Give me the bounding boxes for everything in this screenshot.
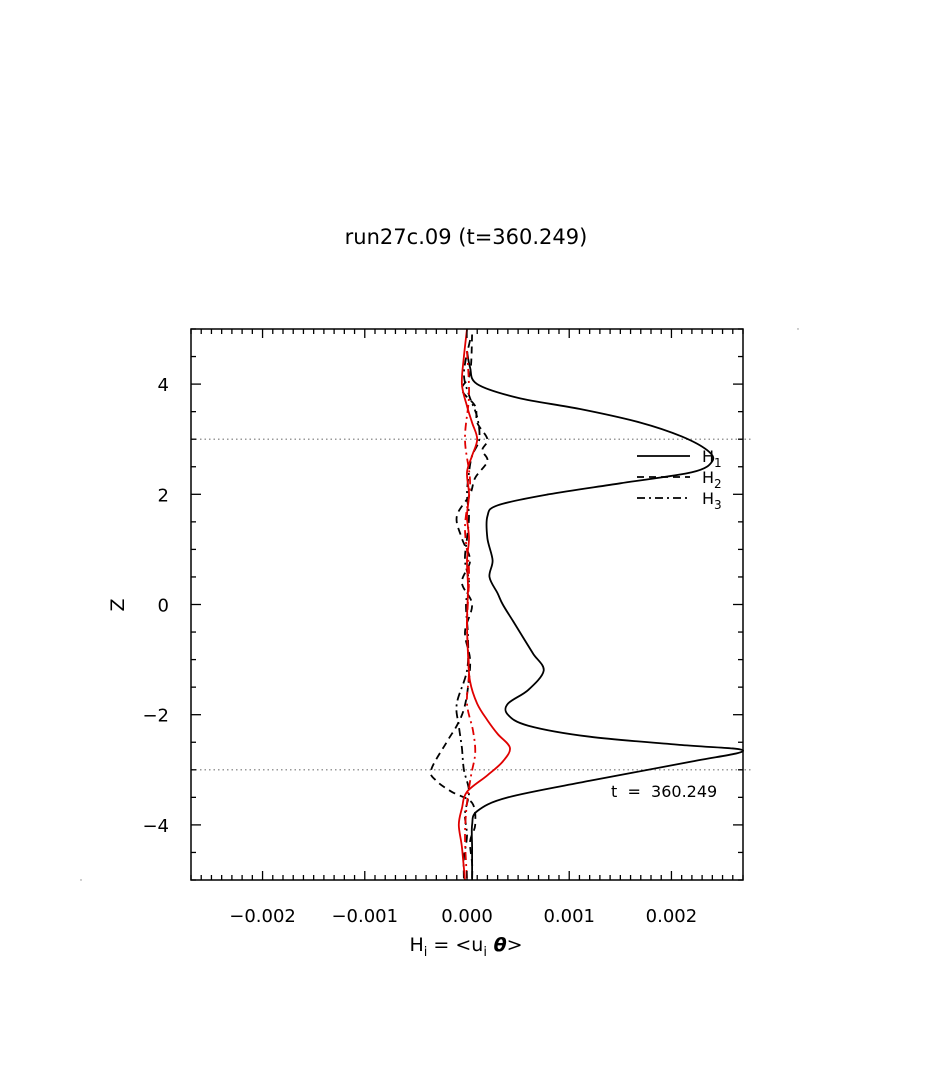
stray-dot-right [797, 328, 799, 330]
reference-lines [191, 438, 751, 771]
legend-label-3: H3 [702, 489, 722, 512]
x-tick-label: 0.000 [441, 906, 493, 927]
legend-label-1: H1 [702, 447, 722, 470]
y-tick-label: −2 [142, 706, 169, 727]
series-line-2 [429, 334, 489, 881]
x-tick-label: −0.001 [331, 906, 398, 927]
y-tick-label: 4 [158, 375, 169, 396]
series-line-5 [464, 350, 477, 881]
legend-label-2: H2 [702, 468, 722, 491]
y-tick-label: 0 [158, 596, 169, 617]
chart-title: run27c.09 (t=360.249) [345, 225, 588, 249]
x-tick-label: 0.001 [543, 906, 595, 927]
y-tick-label: −4 [142, 816, 169, 837]
x-axis-label: Hi = <ui θ> [409, 934, 522, 960]
series-layer [429, 328, 744, 881]
y-tick-label: 2 [158, 485, 169, 506]
annotation-time: t = 360.249 [611, 782, 717, 801]
series-line-1 [466, 350, 744, 880]
axis-ticks: −0.002 −0.001 0.000 0.001 0.002 −4 −2 0 2 4 [142, 328, 744, 927]
stray-dot-left [80, 879, 82, 881]
x-tick-label: −0.002 [229, 906, 296, 927]
x-tick-label: 0.002 [646, 906, 698, 927]
y-axis-label: Z [107, 598, 129, 611]
